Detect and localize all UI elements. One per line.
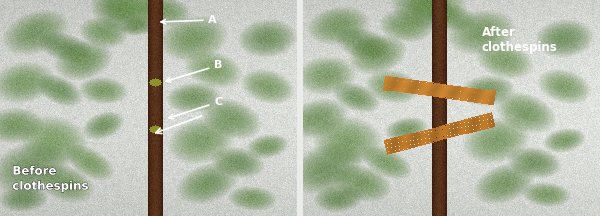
Text: C: C <box>169 97 223 119</box>
Text: After
clothespins: After clothespins <box>482 26 557 54</box>
Text: Before
clothespins: Before clothespins <box>13 165 88 193</box>
Text: B: B <box>166 60 223 82</box>
Text: A: A <box>161 15 217 25</box>
